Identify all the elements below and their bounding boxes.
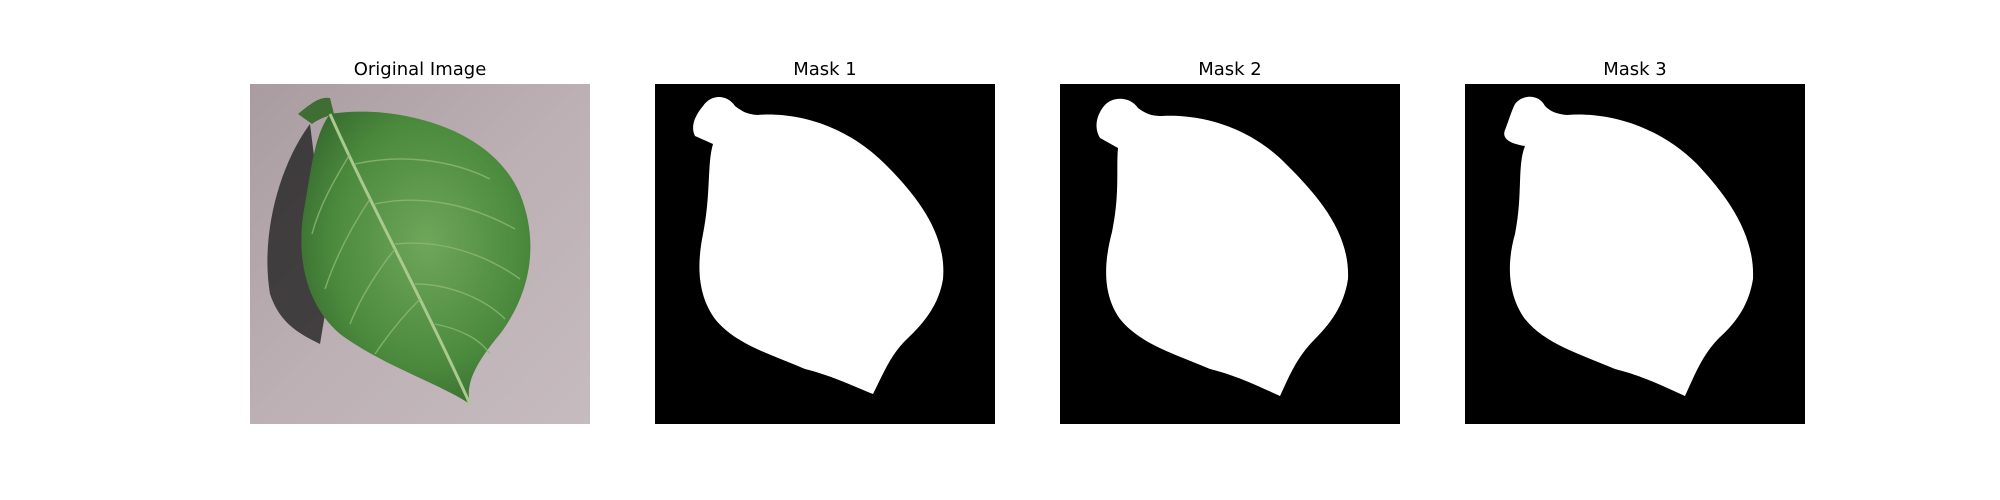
leaf-blade: [301, 111, 531, 404]
mask-foreground: [693, 97, 944, 394]
panel-title: Mask 2: [1198, 59, 1262, 80]
mask-foreground: [1096, 98, 1349, 396]
leaf-photo: [250, 84, 590, 424]
mask-foreground: [1504, 96, 1754, 396]
panel-title: Mask 3: [1603, 59, 1667, 80]
leaf-midrib: [328, 113, 472, 405]
panel-title: Original Image: [353, 59, 487, 80]
leaf-veins: [311, 153, 521, 355]
mask-1-panel: Mask 1: [655, 56, 995, 424]
mask-2-image: [1060, 84, 1400, 424]
mask-3-image: [1465, 84, 1805, 424]
mask-2-panel: Mask 2: [1060, 56, 1400, 424]
mask-3-panel: Mask 3: [1465, 56, 1805, 424]
original-image-panel: Original Image: [250, 56, 590, 424]
panel-title: Mask 1: [793, 59, 857, 80]
mask-1-image: [655, 84, 995, 424]
leaf-stem: [298, 97, 334, 124]
